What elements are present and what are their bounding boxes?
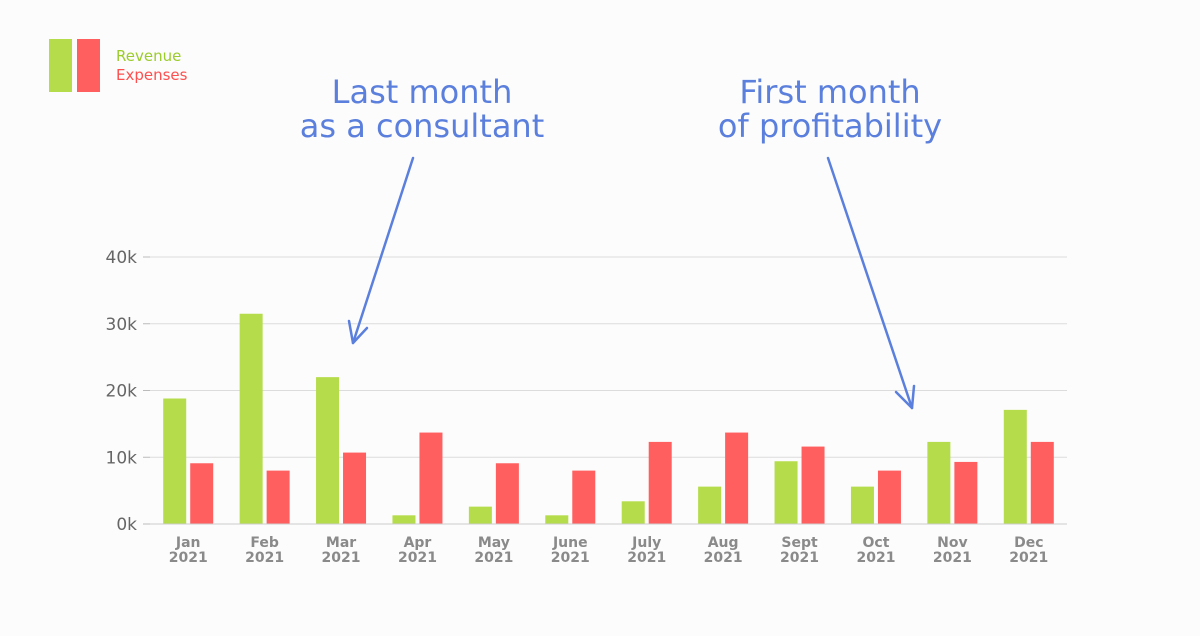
legend-swatch-expenses [77,39,100,92]
x-tick-label-month: June [552,535,588,551]
expenses-bar [419,432,443,524]
x-tick-label-month: July [631,535,661,551]
revenue-bar [850,486,874,524]
x-tick-label-month: Sept [781,535,818,551]
revenue-bar [621,501,645,524]
revenue-bar [774,461,798,524]
legend-swatch-revenue [49,39,72,92]
arrow-icon [826,156,914,410]
x-tick-label-year: 2021 [474,550,513,566]
expenses-bar [495,463,519,524]
revenue-bar [545,515,569,524]
y-tick-label: 0k [116,515,137,535]
x-tick-label-month: Feb [250,535,279,551]
legend-label-expenses: Expenses [116,66,188,84]
x-tick-label-year: 2021 [933,550,972,566]
expenses-bar [190,463,214,524]
annotation-text-line: Last month [332,73,513,111]
x-tick-label-month: Aug [708,535,739,551]
annotation-text-line: as a consultant [300,107,545,145]
expenses-bar [954,461,978,524]
annotation-text-line: First month [739,73,920,111]
revenue-bar [468,506,492,524]
x-tick-label-month: Mar [326,535,356,551]
x-tick-label-month: Oct [863,535,890,551]
x-tick-label-month: Apr [404,535,432,551]
revenue-bar [698,486,722,524]
revenue-bar [392,515,416,524]
x-tick-label-year: 2021 [169,550,208,566]
x-tick-label-year: 2021 [322,550,361,566]
expenses-bar [1030,441,1054,524]
x-tick-label-year: 2021 [245,550,284,566]
y-tick-label: 40k [106,248,138,268]
x-tick-label-year: 2021 [856,550,895,566]
legend-label-revenue: Revenue [116,47,181,65]
expenses-bar [572,470,596,524]
expenses-bar [801,446,825,524]
annotation-text-line: of profitability [718,107,942,145]
arrow-icon [351,156,415,345]
revenue-bar [927,441,951,524]
y-tick-label: 20k [106,382,138,402]
arrowhead-icon [894,384,916,410]
x-tick-label-month: Dec [1014,535,1043,551]
y-tick-label: 30k [106,315,138,335]
expenses-bar [725,432,749,524]
revenue-bar [316,377,340,524]
x-tick-label-month: Nov [937,535,967,551]
x-tick-label-year: 2021 [704,550,743,566]
x-tick-label-year: 2021 [551,550,590,566]
y-tick-label: 10k [106,448,138,468]
revenue-bar [163,398,187,524]
arrowhead-icon [347,319,369,345]
x-tick-label-year: 2021 [780,550,819,566]
expenses-bar [266,470,290,524]
revenue-bar [239,313,263,524]
x-tick-label-year: 2021 [398,550,437,566]
expenses-bar [877,470,901,524]
expenses-bar [343,452,367,524]
revenue-bar [1003,409,1027,524]
x-tick-label-year: 2021 [627,550,666,566]
x-tick-label-month: Jan [175,535,201,551]
expenses-bar [648,441,672,524]
x-tick-label-year: 2021 [1009,550,1048,566]
x-tick-label-month: May [478,535,510,551]
